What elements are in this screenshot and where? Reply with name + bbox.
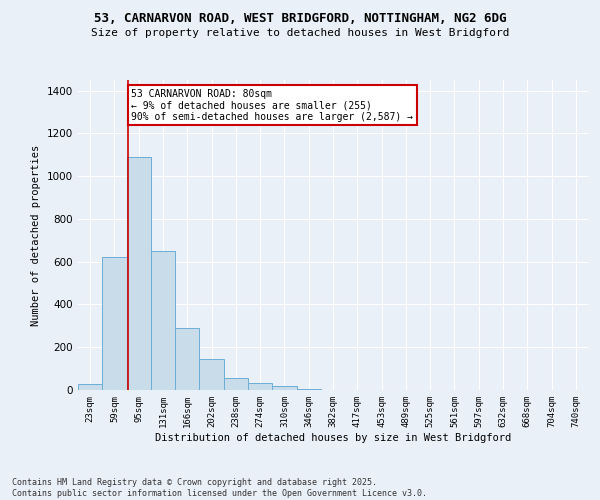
Bar [102, 258, 127, 390]
Bar [127, 157, 151, 390]
Bar [78, 384, 102, 390]
Y-axis label: Number of detached properties: Number of detached properties [31, 144, 41, 326]
Bar [248, 382, 272, 390]
Bar [296, 389, 321, 390]
Text: Size of property relative to detached houses in West Bridgford: Size of property relative to detached ho… [91, 28, 509, 38]
Text: 53, CARNARVON ROAD, WEST BRIDGFORD, NOTTINGHAM, NG2 6DG: 53, CARNARVON ROAD, WEST BRIDGFORD, NOTT… [94, 12, 506, 26]
Bar [224, 378, 248, 390]
Text: Contains HM Land Registry data © Crown copyright and database right 2025.
Contai: Contains HM Land Registry data © Crown c… [12, 478, 427, 498]
Text: 53 CARNARVON ROAD: 80sqm
← 9% of detached houses are smaller (255)
90% of semi-d: 53 CARNARVON ROAD: 80sqm ← 9% of detache… [131, 88, 413, 122]
X-axis label: Distribution of detached houses by size in West Bridgford: Distribution of detached houses by size … [155, 432, 511, 442]
Bar [199, 359, 224, 390]
Bar [272, 386, 296, 390]
Bar [175, 328, 199, 390]
Bar [151, 251, 175, 390]
